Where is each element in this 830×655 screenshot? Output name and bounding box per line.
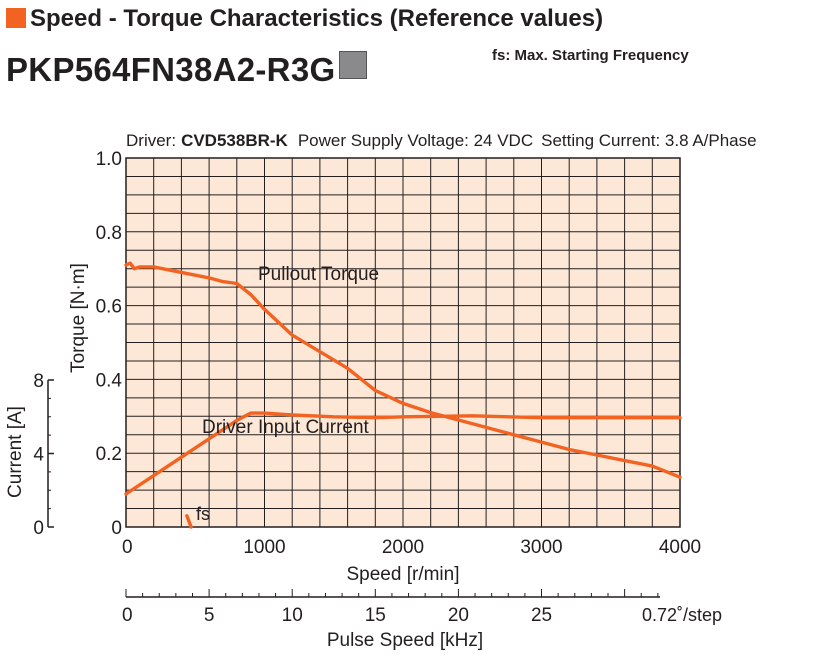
y2-tick-label: 0 [33,518,44,539]
x2-unit-note: 0.72˚/step [642,605,722,625]
x2-axis-label: Pulse Speed [kHz] [327,630,483,651]
y-tick-label: 0.2 [96,444,122,465]
axes: 0 1000 2000 3000 4000 0 0.2 0.4 0.6 0.8 1.0 0 4 8 0 5 10… [33,149,701,626]
y-tick-label: 1.0 [96,149,122,170]
y2-tick-label: 8 [33,371,44,392]
y-tick-label: 0.8 [96,223,122,244]
setting-current: Setting Current: 3.8 A/Phase [541,131,756,150]
orange-square-icon [6,8,26,28]
y-axis-label: Torque [N·m] [68,263,89,373]
y2-tick-label: 4 [33,445,44,466]
x-tick-label: 0 [122,537,133,558]
curve-fs [185,514,193,529]
series-label-pullout-torque: Pullout Torque [258,264,379,285]
gray-square-icon [339,51,368,79]
x2-tick-label: 0 [122,605,133,626]
driver-label: Driver: [126,131,176,150]
y2-axis-label: Current [A] [5,406,26,498]
curve-driver-input-current [124,411,682,496]
x-tick-label: 3000 [520,537,562,558]
series-label-driver-input-current: Driver Input Current [202,417,370,438]
curves [124,261,682,529]
section-title: Speed - Torque Characteristics (Referenc… [6,4,603,34]
x2-tick-label: 25 [531,605,552,626]
series-label-fs: fs [196,504,210,524]
y-tick-label: 0.4 [96,370,123,391]
conditions-line: Driver: CVD538BR-K Power Supply Voltage: 2… [126,131,757,150]
x2-tick-label: 15 [365,605,386,626]
driver-model: CVD538BR-K [181,131,288,150]
x-axis-label: Speed [r/min] [347,564,460,585]
section-title-text: Speed - Torque Characteristics (Referenc… [30,5,604,32]
model-title: PKP564FN38A2-R3G [6,50,368,90]
x-tick-label: 2000 [382,537,424,558]
x2-tick-label: 20 [448,605,469,626]
y-tick-label: 0.6 [96,297,122,318]
y-tick-label: 0 [111,518,122,539]
curve-pullout-torque [124,261,682,479]
x2-tick-label: 10 [282,605,303,626]
plot-frame [125,157,681,528]
model-number: PKP564FN38A2-R3G [6,51,336,88]
grid [125,157,681,528]
x2-tick-label: 5 [204,605,215,626]
x-tick-label: 4000 [659,537,701,558]
power-supply: Power Supply Voltage: 24 VDC [298,131,533,150]
x-tick-label: 1000 [243,537,285,558]
fs-note: fs: Max. Starting Frequency [492,47,689,64]
